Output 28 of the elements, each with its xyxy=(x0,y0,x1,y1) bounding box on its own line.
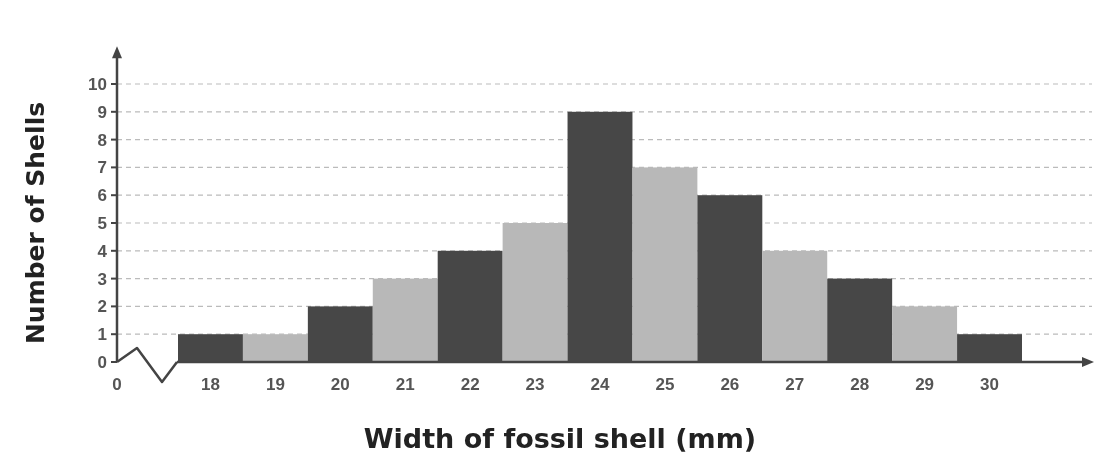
y-axis-title: Number of Shells xyxy=(21,101,50,345)
y-tick-label: 0 xyxy=(97,352,107,372)
x-tick-label: 27 xyxy=(785,374,805,394)
bar xyxy=(242,334,308,362)
x-tick-label: 23 xyxy=(525,374,545,394)
y-tick-label: 3 xyxy=(97,269,107,289)
x-tick-label: 30 xyxy=(980,374,999,394)
x-tick-label: 18 xyxy=(201,374,220,394)
x-tick-label: 19 xyxy=(265,374,285,394)
y-tick-label: 1 xyxy=(97,325,107,345)
x-tick-label: 24 xyxy=(590,374,610,394)
x-tick-label: 20 xyxy=(330,374,350,394)
y-tick-label: 6 xyxy=(97,186,107,206)
y-tick-label: 9 xyxy=(97,102,107,122)
x-tick-label: 26 xyxy=(720,374,740,394)
y-tick-label: 7 xyxy=(97,158,107,178)
y-tick-label: 4 xyxy=(97,241,108,261)
x-axis-title: Width of fossil shell (mm) xyxy=(363,423,757,454)
x-tick-label: 29 xyxy=(915,374,935,394)
y-tick-label: 2 xyxy=(97,297,107,317)
y-tick-label: 10 xyxy=(88,74,107,94)
text: 0 xyxy=(112,374,122,394)
y-tick-label: 8 xyxy=(97,130,107,150)
x-tick-label: 21 xyxy=(395,374,415,394)
x-tick-label: 22 xyxy=(460,374,480,394)
y-tick-label: 5 xyxy=(97,213,107,233)
x-tick-label: 28 xyxy=(850,374,870,394)
x-tick-label: 25 xyxy=(655,374,675,394)
